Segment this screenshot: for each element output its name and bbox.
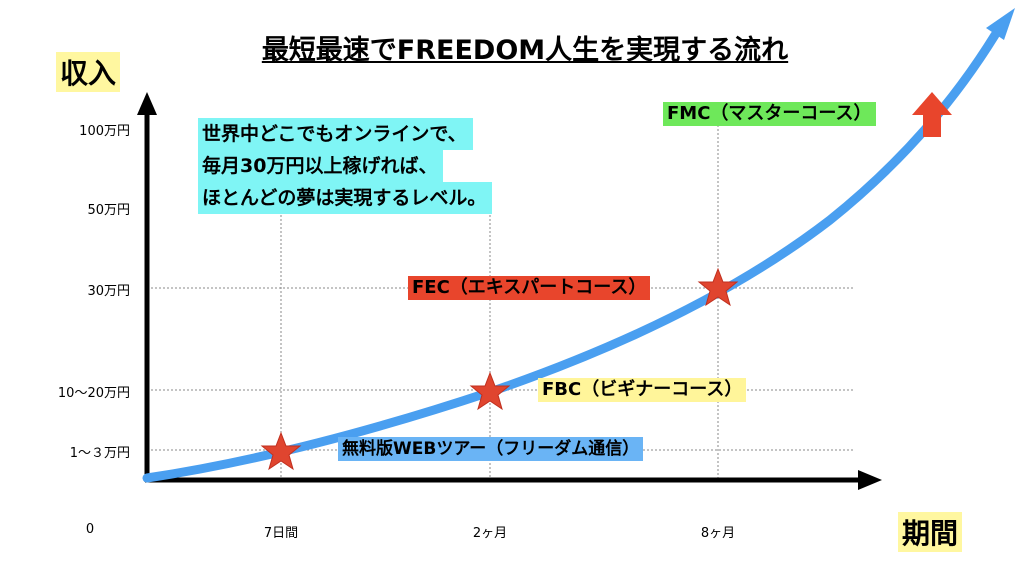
- note: 世界中どこでもオンラインで、 毎月30万円以上稼げれば、 ほとんどの夢は実現する…: [198, 118, 493, 214]
- note-line: 世界中どこでもオンラインで、: [198, 118, 473, 150]
- milestone-stars: [260, 267, 739, 471]
- stage-label: FBC（ビギナーコース）: [538, 378, 747, 402]
- x-label: 7日間: [263, 526, 299, 541]
- note-line: ほとんどの夢は実現するレベル。: [198, 182, 493, 214]
- curve-arrowhead: [986, 8, 1015, 40]
- up-arrow: [912, 92, 952, 137]
- y-label: 1〜３万円: [69, 446, 130, 461]
- title: 最短最速でFREEDOM人生を実現する流れ: [261, 35, 789, 66]
- x-label: 0: [85, 522, 95, 537]
- y-label: 100万円: [79, 124, 130, 139]
- stage-label: FEC（エキスパートコース）: [408, 276, 651, 300]
- y-axis-label: 収入: [56, 52, 121, 92]
- x-axis-label: 期間: [898, 512, 963, 552]
- axes: [137, 92, 882, 490]
- stage-label: 無料版WEBツアー（フリーダム通信）: [338, 437, 644, 461]
- stage-label: FMC（マスターコース）: [663, 102, 876, 126]
- x-label: 8ヶ月: [700, 526, 736, 541]
- y-label: 10〜20万円: [57, 386, 130, 401]
- note-line: 毎月30万円以上稼げれば、: [198, 150, 444, 182]
- x-label: 2ヶ月: [472, 526, 508, 541]
- y-label: 30万円: [87, 284, 130, 299]
- growth-curve: [142, 30, 1000, 483]
- y-label: 50万円: [87, 203, 130, 218]
